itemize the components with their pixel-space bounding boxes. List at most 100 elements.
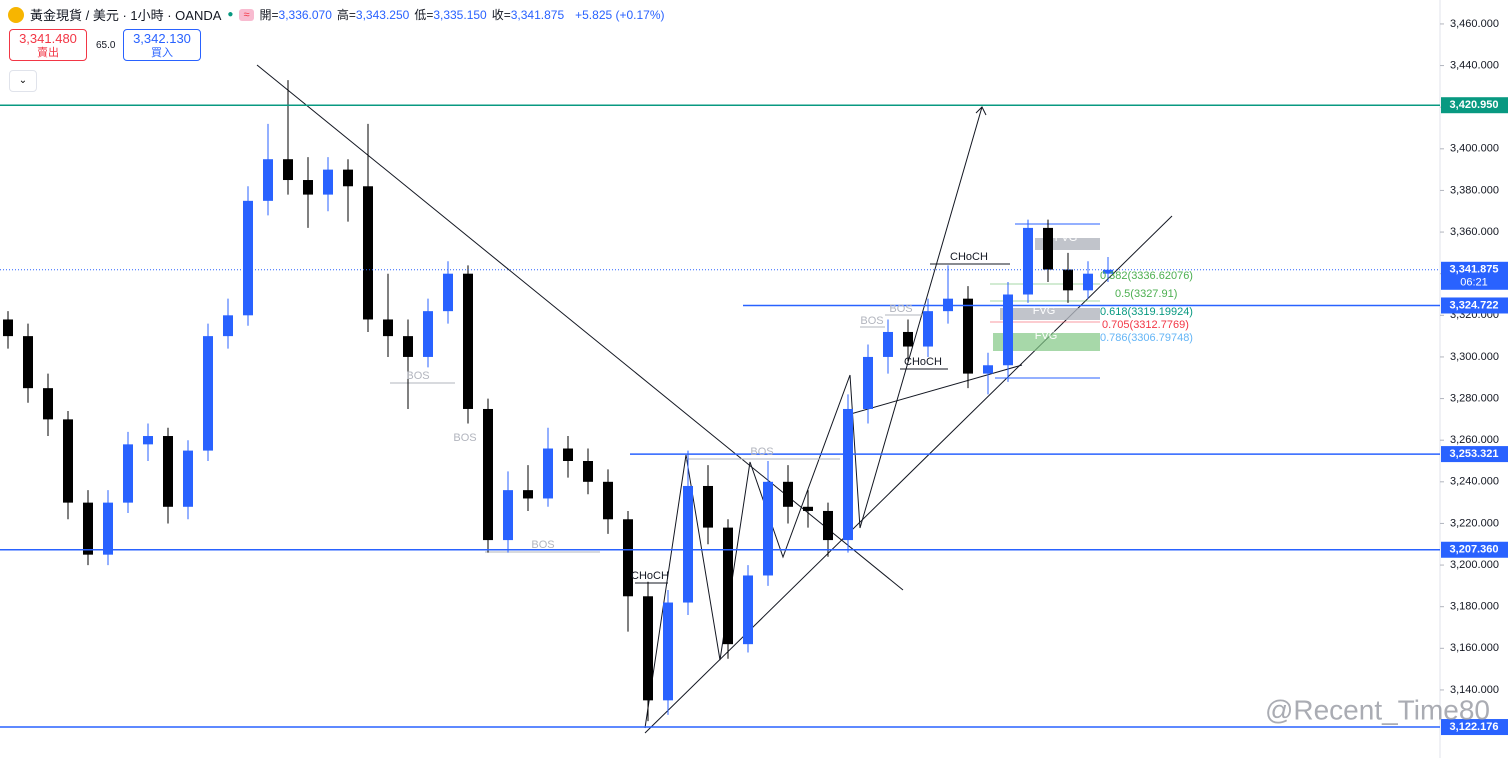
price-tag-label: 3,420.950: [1450, 99, 1499, 111]
trend-line: [644, 215, 1173, 734]
y-tick-label: 3,400.000: [1450, 143, 1499, 155]
change: +5.825 (+0.17%): [575, 7, 665, 22]
ohlc-value: 3,335.150: [433, 8, 487, 22]
candle-body: [343, 169, 353, 187]
ohlc-key: 高=: [336, 8, 356, 22]
symbol-icon: [8, 6, 24, 23]
annotation: CHoCH: [904, 356, 942, 368]
fib-label: 0.5(3327.91): [1115, 288, 1177, 300]
candle-body: [303, 180, 313, 195]
price-tag-label: 3,122.176: [1450, 721, 1499, 733]
fib-label: 0.382(3336.62076): [1100, 270, 1193, 282]
candle-body: [983, 365, 993, 374]
buy-price: 3,342.130: [133, 31, 191, 46]
candle-body: [583, 461, 593, 482]
zigzag: [644, 106, 983, 729]
drawings: [256, 0, 1441, 758]
buy-button[interactable]: 3,342.130 買入: [123, 29, 201, 61]
y-tick-label: 3,440.000: [1450, 59, 1499, 71]
candle-body: [463, 273, 473, 409]
annotation: BOS: [453, 432, 476, 444]
candle-body: [863, 356, 873, 409]
price-tag: [1441, 541, 1508, 558]
ohlc-key: 收=: [491, 8, 511, 22]
fib-label: 0.786(3306.79748): [1100, 332, 1193, 344]
candle-body: [703, 485, 713, 528]
candle-body: [683, 485, 693, 603]
candle-body: [823, 510, 833, 541]
candle-body: [83, 502, 93, 555]
candle-body: [483, 408, 493, 541]
candle-body: [143, 436, 153, 445]
candle-body: [383, 319, 393, 337]
fvg-zone: [1000, 308, 1100, 320]
sell-price: 3,341.480: [19, 31, 77, 46]
candle-body: [763, 481, 773, 576]
candle-body: [743, 575, 753, 645]
header: 黃金現貨 / 美元 · 1小時 · OANDA ● ≈ 開=3,336.070 高…: [8, 5, 665, 24]
fib-label: 0.618(3319.19924): [1100, 306, 1193, 318]
symbol: 黃金現貨 / 美元 · 1小時 · OANDA: [30, 8, 222, 23]
ohlc-key: 開=: [259, 8, 279, 22]
price-tag-label: 3,341.875: [1450, 264, 1499, 276]
candle-body: [403, 336, 413, 357]
candle-body: [183, 450, 193, 507]
countdown: 06:21: [1460, 277, 1488, 289]
collapse-button[interactable]: ⌄: [9, 70, 37, 92]
annotation: BOS: [860, 315, 883, 327]
annotation: BOS: [406, 370, 429, 382]
y-tick-label: 3,160.000: [1450, 642, 1499, 654]
ohlc: 開=3,336.070 高=3,343.250 低=3,335.150 收=3,341…: [260, 6, 570, 23]
candle-body: [503, 490, 513, 541]
candle-body: [263, 159, 273, 201]
candle-body: [783, 481, 793, 507]
candle-body: [163, 436, 173, 507]
price-tag: [1441, 297, 1508, 314]
annotation: BOS: [750, 446, 773, 458]
y-tick-label: 3,380.000: [1450, 184, 1499, 196]
candle-body: [63, 419, 73, 503]
y-tick-label: 3,180.000: [1450, 601, 1499, 613]
annotation: FVG: [1033, 305, 1056, 317]
status-dot: ●: [227, 9, 234, 20]
candle-body: [1023, 227, 1033, 295]
trend-line: [256, 64, 904, 591]
candle-body: [643, 596, 653, 701]
candle-body: [1083, 273, 1093, 291]
candle-body: [663, 602, 673, 701]
candle-body: [223, 315, 233, 337]
status-badge: ≈: [239, 8, 254, 21]
annotation: CHoCH: [631, 570, 669, 582]
candle-body: [803, 506, 813, 511]
candle-body: [423, 311, 433, 357]
fvg-zone: [993, 333, 1100, 351]
candle-body: [43, 388, 53, 420]
annotation: FVG: [1035, 330, 1058, 342]
y-tick-label: 3,260.000: [1450, 434, 1499, 446]
candle-body: [203, 336, 213, 451]
candle-body: [1063, 269, 1073, 291]
candle-body: [543, 448, 553, 499]
candle-body: [623, 519, 633, 597]
y-tick-label: 3,460.000: [1450, 18, 1499, 30]
watermark: @Recent_Time80: [1265, 694, 1490, 725]
price-tag-label: 3,253.321: [1450, 448, 1499, 460]
candle-body: [923, 311, 933, 347]
price-tag: [1441, 97, 1508, 114]
candle-body: [903, 331, 913, 347]
annotation: BOS: [531, 539, 554, 551]
candle-body: [523, 490, 533, 499]
candle-body: [723, 527, 733, 645]
candle-body: [363, 186, 373, 320]
candle-body: [603, 481, 613, 520]
y-tick-label: 3,300.000: [1450, 351, 1499, 363]
price-tag-label: 3,207.360: [1450, 544, 1499, 556]
candle-body: [1003, 294, 1013, 366]
candle-body: [1103, 269, 1113, 274]
spread: 65.0: [96, 40, 116, 51]
sell-button[interactable]: 3,341.480 賣出: [9, 29, 87, 61]
fib-label: 0.705(3312.7769): [1102, 319, 1189, 331]
candle-body: [123, 444, 133, 503]
